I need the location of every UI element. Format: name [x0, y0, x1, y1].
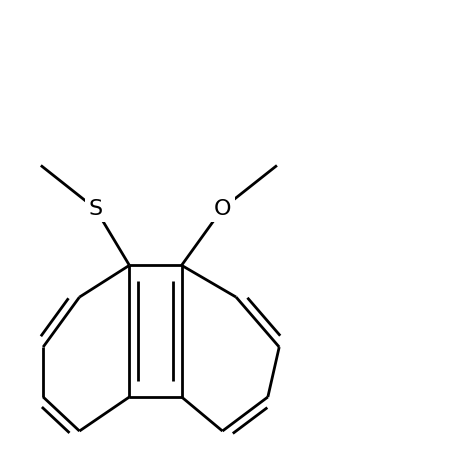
Text: O: O	[214, 199, 231, 218]
Text: S: S	[88, 199, 103, 218]
